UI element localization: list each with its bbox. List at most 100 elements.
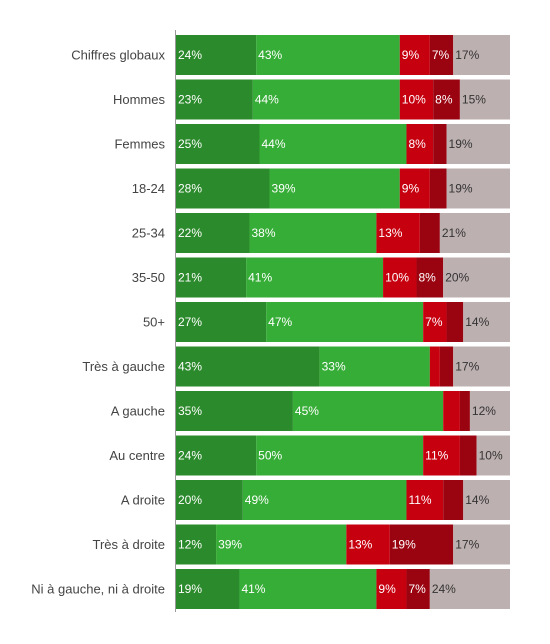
value-label: 8% <box>418 271 436 285</box>
bar-row: A droite 20% 49% 11% 14% <box>121 480 510 520</box>
value-label: 7% <box>425 315 443 329</box>
bar-row: Hommes 23% 44% 10% 8% 15% <box>113 79 510 120</box>
bar-segment <box>459 435 477 476</box>
bar-segment <box>439 213 510 253</box>
bar-segment <box>176 79 253 120</box>
bar-segment <box>176 569 240 609</box>
value-label: 13% <box>348 538 372 552</box>
bar-segment <box>176 35 257 75</box>
bar-segment <box>176 124 260 164</box>
bar-segment <box>176 435 257 476</box>
value-label: 12% <box>472 404 496 418</box>
value-label: 9% <box>402 48 420 62</box>
bar-segment <box>446 168 510 209</box>
bar-segment <box>429 569 510 609</box>
value-label: 19% <box>178 582 202 596</box>
bar-segment <box>443 391 460 431</box>
value-label: 44% <box>255 93 279 107</box>
bar-segment <box>176 524 217 565</box>
value-label: 14% <box>465 493 489 507</box>
value-label: 27% <box>178 315 202 329</box>
value-label: 24% <box>178 449 202 463</box>
bar-row: 50+ 27% 47% 7% 14% <box>143 302 510 342</box>
bar-segment <box>216 524 347 565</box>
category-label: 25-34 <box>132 226 165 241</box>
value-label: 17% <box>455 48 479 62</box>
bar-segment <box>176 257 247 298</box>
bar-segment <box>463 480 510 520</box>
bar-segment <box>176 346 320 387</box>
value-label: 19% <box>392 538 416 552</box>
value-label: 47% <box>268 315 292 329</box>
bar-segment <box>256 435 424 476</box>
bar-segment <box>256 35 400 75</box>
value-label: 17% <box>455 360 479 374</box>
bar-row: 25-34 22% 38% 13% 21% <box>132 213 510 253</box>
category-label: Très à droite <box>93 537 166 552</box>
bar-segment <box>176 391 293 431</box>
category-label: Chiffres globaux <box>71 48 165 63</box>
bar-row: Au centre 24% 50% 11% 10% <box>109 435 510 476</box>
value-label: 10% <box>402 93 426 107</box>
bar-row: Très à gauche 43% 33% 17% <box>82 346 510 387</box>
value-label: 17% <box>455 538 479 552</box>
value-label: 12% <box>178 538 202 552</box>
bar-segment <box>266 302 424 342</box>
value-label: 10% <box>385 271 409 285</box>
bar-row: A gauche 35% 45% 12% <box>111 391 510 431</box>
value-label: 45% <box>295 404 319 418</box>
bar-segment <box>242 480 407 520</box>
value-label: 21% <box>442 226 466 240</box>
value-label: 8% <box>408 137 426 151</box>
value-label: 9% <box>402 182 420 196</box>
value-label: 19% <box>449 137 473 151</box>
bar-segment <box>443 480 464 520</box>
bar-segment <box>383 257 417 298</box>
value-label: 7% <box>408 582 426 596</box>
value-label: 23% <box>178 93 202 107</box>
category-label: Femmes <box>114 137 165 152</box>
bar-segment <box>399 168 430 209</box>
bar-segment <box>319 346 430 387</box>
bar-segment <box>269 168 400 209</box>
bar-segment <box>259 124 407 164</box>
value-label: 35% <box>178 404 202 418</box>
category-label: 18-24 <box>132 181 165 196</box>
value-label: 7% <box>432 48 450 62</box>
category-label: 35-50 <box>132 270 165 285</box>
value-label: 28% <box>178 182 202 196</box>
bar-segment <box>453 346 510 387</box>
value-label: 24% <box>432 582 456 596</box>
bar-segment <box>176 168 270 209</box>
bar-segment <box>443 257 510 298</box>
value-label: 43% <box>258 48 282 62</box>
bar-row: Chiffres globaux 24% 43% 9% 7% 17% <box>71 35 510 75</box>
bar-row: Très à droite 12% 39% 13% 19% 17% <box>93 524 510 565</box>
value-label: 50% <box>258 449 282 463</box>
value-label: 9% <box>378 582 396 596</box>
bar-segment <box>406 569 430 609</box>
category-label: Ni à gauche, ni à droite <box>31 582 165 597</box>
value-label: 21% <box>178 271 202 285</box>
bar-segment <box>376 569 407 609</box>
bar-segment <box>429 346 440 387</box>
category-label: Hommes <box>113 92 166 107</box>
bar-segment <box>399 35 430 75</box>
bar-segment <box>463 302 510 342</box>
value-label: 22% <box>178 226 202 240</box>
bar-row: 18-24 28% 39% 9% 19% <box>132 168 510 209</box>
bar-segment <box>476 435 510 476</box>
bar-segment <box>406 480 444 520</box>
bar-segment <box>429 35 454 75</box>
bar-segment <box>246 257 384 298</box>
bar-segment <box>439 346 454 387</box>
value-label: 44% <box>262 137 286 151</box>
bar-segment <box>399 79 434 120</box>
bar-segment <box>176 213 250 253</box>
bar-row: Femmes 25% 44% 8% 19% <box>114 124 510 164</box>
bar-segment <box>429 168 447 209</box>
value-label: 38% <box>251 226 275 240</box>
bar-segment <box>176 302 267 342</box>
bar-segment <box>446 124 510 164</box>
bar-segment <box>346 524 390 565</box>
